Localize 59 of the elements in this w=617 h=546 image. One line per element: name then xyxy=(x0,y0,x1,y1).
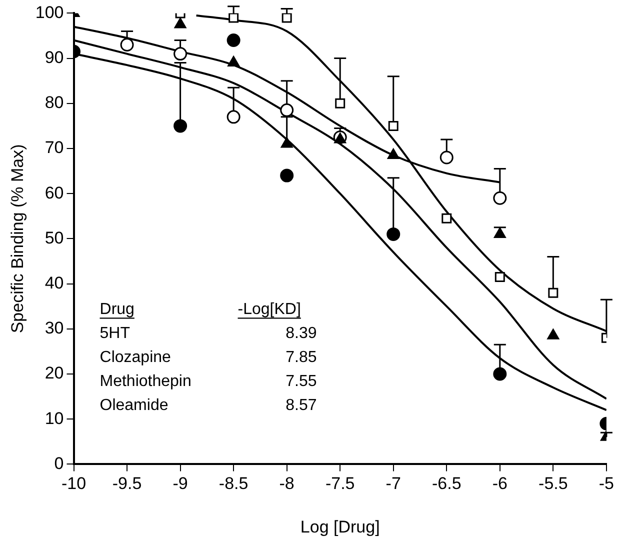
point xyxy=(174,47,188,61)
annotation: Clozapine xyxy=(100,349,172,366)
point xyxy=(228,13,239,23)
y-tick-label: 90 xyxy=(44,48,64,67)
y-tick-label: 100 xyxy=(35,2,64,22)
x-tick-label: -9.5 xyxy=(112,474,142,494)
y-tick-label: 10 xyxy=(44,408,64,428)
annotation: Methiothepin xyxy=(100,373,192,390)
x-tick-label: -7 xyxy=(386,474,401,494)
annotation: -Log[KD] xyxy=(238,301,301,318)
y-tick-label: 80 xyxy=(44,93,64,112)
y-tick-label: 70 xyxy=(44,138,64,158)
x-tick-label: -5 xyxy=(598,474,614,494)
point xyxy=(120,38,134,52)
x-tick-label: -8 xyxy=(279,474,294,494)
point xyxy=(335,98,346,108)
x-axis-title: Log [Drug] xyxy=(300,517,380,536)
y-tick-label: 60 xyxy=(44,183,64,202)
point xyxy=(280,168,294,182)
point xyxy=(174,18,186,28)
y-tick-label: 50 xyxy=(44,228,64,248)
annotation: 8.57 xyxy=(286,397,317,414)
y-tick-label: 40 xyxy=(44,273,64,292)
x-tick-label: -7.5 xyxy=(325,474,355,494)
point xyxy=(387,148,400,160)
point xyxy=(547,328,560,340)
point xyxy=(174,119,188,133)
point xyxy=(226,110,240,124)
x-tick-label: -6.5 xyxy=(432,474,462,494)
point xyxy=(228,56,240,67)
y-tick-label: 30 xyxy=(44,318,64,338)
annotation: 7.55 xyxy=(286,373,317,390)
point xyxy=(493,191,507,205)
point xyxy=(494,272,505,282)
point xyxy=(440,150,454,164)
x-tick-label: -10 xyxy=(61,474,86,494)
x-tick-label: -9 xyxy=(172,474,188,494)
y-tick-label: 0 xyxy=(54,454,64,473)
point xyxy=(334,132,346,144)
point xyxy=(226,34,240,48)
point xyxy=(494,227,506,238)
point xyxy=(442,213,452,224)
point xyxy=(386,227,400,241)
y-axis-title: Specific Binding (% Max) xyxy=(8,144,27,334)
annotation: Oleamide xyxy=(100,397,168,414)
annotation: 7.85 xyxy=(286,349,317,366)
y-tick-label: 20 xyxy=(44,364,64,383)
annotation: 5HT xyxy=(100,325,130,342)
point xyxy=(282,13,292,23)
x-tick-label: -6 xyxy=(492,474,508,494)
point xyxy=(280,103,294,117)
point xyxy=(493,367,507,381)
point xyxy=(388,120,398,131)
point xyxy=(280,137,293,148)
x-tick-label: -8.5 xyxy=(218,474,248,494)
x-tick-label: -5.5 xyxy=(538,474,568,494)
annotation: Drug xyxy=(100,301,134,318)
point xyxy=(548,288,558,298)
annotation: 8.39 xyxy=(286,325,317,342)
